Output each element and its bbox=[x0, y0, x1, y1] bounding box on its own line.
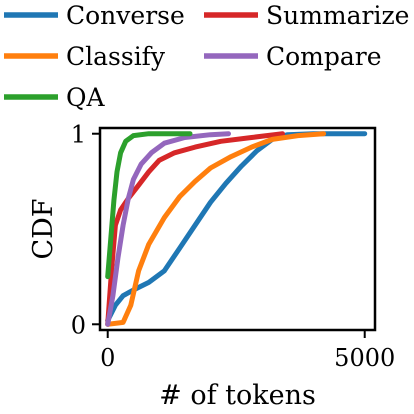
y-axis: 01 bbox=[71, 121, 100, 339]
series-line-classify bbox=[105, 131, 327, 327]
series-line-summarize bbox=[105, 131, 285, 327]
legend-label-qa: QA bbox=[66, 83, 105, 112]
legend-label-classify: Classify bbox=[66, 42, 166, 71]
series-line-compare bbox=[105, 131, 231, 327]
legend: Converse Summarize Classify Compare QA bbox=[4, 1, 409, 112]
legend-label-summarize: Summarize bbox=[266, 1, 409, 30]
y-tick-label: 1 bbox=[71, 121, 86, 149]
legend-label-compare: Compare bbox=[266, 42, 382, 71]
plot-frame bbox=[98, 126, 377, 332]
x-axis-title: # of tokens bbox=[159, 380, 316, 411]
y-axis-title: CDF bbox=[28, 198, 59, 259]
plot-lines bbox=[105, 131, 368, 327]
y-tick-label: 0 bbox=[71, 311, 86, 339]
x-tick-label: 0 bbox=[100, 344, 115, 372]
legend-label-converse: Converse bbox=[66, 1, 185, 30]
x-tick-label: 5000 bbox=[334, 344, 395, 372]
x-axis: 0 5000 bbox=[100, 330, 395, 372]
series-line-qa bbox=[105, 131, 193, 280]
